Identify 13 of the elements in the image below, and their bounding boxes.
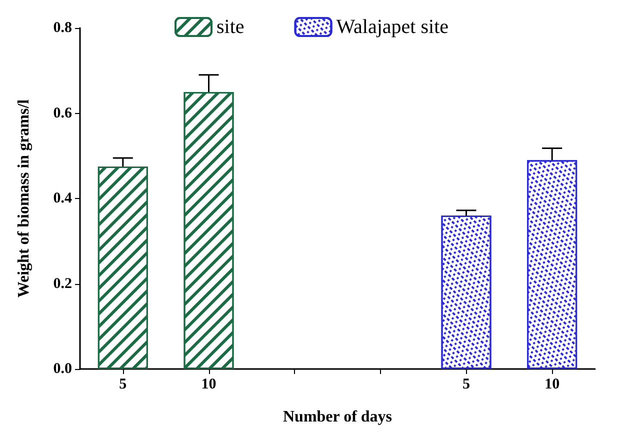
y-tick-label: 0.2	[53, 276, 72, 292]
y-tick-label: 0.4	[53, 190, 72, 206]
y-tick-label: 0.6	[53, 105, 72, 122]
y-axis-title: Weight of biomass in grams/l	[16, 98, 32, 298]
x-tick-label: 5	[462, 376, 470, 392]
x-tick-label: 5	[119, 376, 127, 392]
x-tick-label: 10	[544, 376, 560, 392]
legend-label: Walajapet site	[336, 16, 449, 38]
x-tick-label: 10	[201, 376, 216, 392]
x-axis-title: Number of days	[282, 408, 392, 426]
y-tick-label: 0.8	[53, 20, 72, 36]
legend-label: site	[216, 16, 244, 38]
y-tick-label: 0.0	[53, 361, 72, 377]
